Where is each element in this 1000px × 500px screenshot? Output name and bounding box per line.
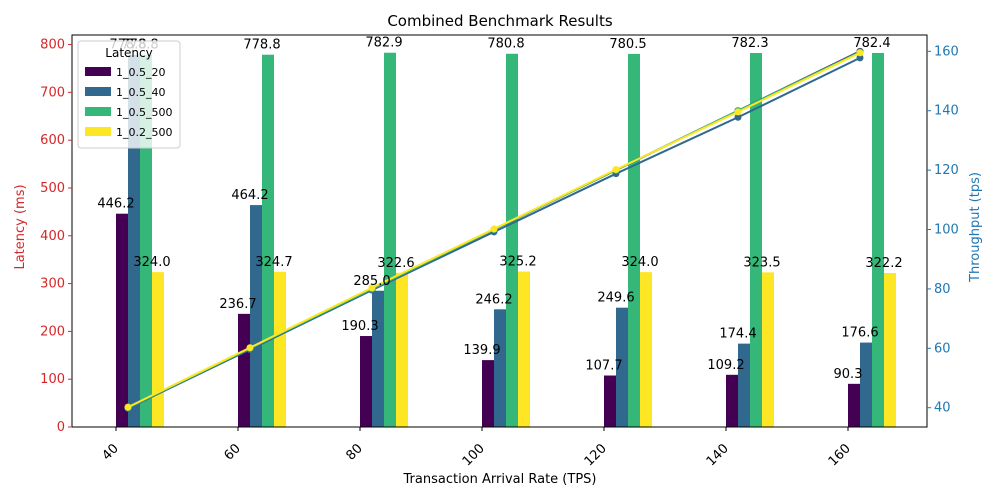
bar-value-label: 324.7 (255, 255, 292, 270)
bar-value-label: 782.3 (731, 36, 768, 51)
bar-value-label: 246.2 (475, 292, 512, 307)
bar-1_0.2_500-100 (518, 271, 530, 427)
chart-title: Combined Benchmark Results (387, 12, 613, 30)
bar-value-label: 236.7 (219, 297, 256, 312)
legend-label-1_0.5_40: 1_0.5_40 (116, 86, 166, 99)
y-tick-label: 300 (40, 277, 65, 292)
throughput-point (856, 49, 864, 57)
bar-value-label: 446.2 (97, 197, 134, 212)
bar-1_0.5_500-120 (628, 53, 640, 427)
bar-value-label: 285.0 (353, 274, 390, 289)
y2-tick-label: 100 (934, 223, 959, 238)
y-tick-label: 100 (40, 372, 65, 387)
legend-title: Latency (105, 46, 152, 60)
bar-1_0.5_40-140 (738, 343, 750, 427)
plot-frame (71, 34, 928, 428)
bar-1_0.5_40-100 (494, 309, 506, 427)
bar-value-label: 324.0 (133, 255, 170, 270)
y-tick-label: 400 (40, 229, 65, 244)
bar-1_0.5_20-120 (604, 375, 616, 427)
throughput-point (734, 113, 742, 121)
legend: Latency 1_0.5_20 1_0.5_40 1_0.5_500 1_0.2_50… (77, 40, 181, 149)
bar-1_0.2_500-60 (274, 271, 286, 427)
bar-1_0.5_500-160 (872, 52, 884, 427)
bar-value-label: 325.2 (499, 255, 536, 270)
bar-value-label: 176.6 (841, 326, 878, 341)
y2-tick-label: 80 (934, 282, 951, 297)
throughput-point (734, 108, 742, 116)
legend-label-1_0.2_500: 1_0.2_500 (116, 126, 173, 139)
bar-1_0.2_500-120 (640, 272, 652, 427)
bar-1_0.5_20-60 (238, 313, 250, 427)
bars-layer (116, 52, 896, 428)
bar-1_0.5_20-140 (726, 374, 738, 427)
bar-1_0.5_500-100 (506, 53, 518, 428)
bar-labels-layer: 446.2 236.7 190.3 139.9 107.7 109.2 90.3 778.8 4… (97, 36, 902, 382)
bar-value-label: 322.6 (377, 256, 414, 271)
bar-1_0.5_500-60 (262, 54, 274, 427)
throughput-point (124, 403, 132, 411)
bar-value-label: 780.5 (609, 37, 646, 52)
bar-value-label: 323.5 (743, 255, 780, 270)
throughput-point (612, 166, 620, 174)
x-axis-label: Transaction Arrival Rate (TPS) (403, 472, 597, 487)
y2-tick-label: 120 (934, 163, 959, 178)
bar-1_0.5_500-140 (750, 53, 762, 428)
throughput-point (490, 225, 498, 233)
y-tick-label: 0 (57, 420, 65, 435)
bar-1_0.2_500-140 (762, 272, 774, 427)
bar-value-label: 778.8 (243, 38, 280, 53)
bar-value-label: 139.9 (463, 343, 500, 358)
bar-1_0.5_20-80 (360, 336, 372, 427)
bar-value-label: 782.4 (853, 36, 890, 51)
legend-swatch-1_0.5_40 (85, 87, 111, 96)
bar-1_0.5_40-120 (616, 307, 628, 427)
bar-value-label: 322.2 (865, 256, 902, 271)
bar-value-label: 90.3 (834, 367, 863, 382)
bar-1_0.5_20-40 (116, 213, 128, 427)
legend-swatch-1_0.5_20 (85, 67, 111, 76)
bar-1_0.2_500-40 (152, 272, 164, 427)
y-tick-label: 600 (40, 133, 65, 148)
bar-value-label: 780.8 (487, 37, 524, 52)
y2-tick-label: 40 (934, 401, 951, 416)
bar-value-label: 107.7 (585, 359, 622, 374)
y2-tick-label: 140 (934, 104, 959, 119)
bar-1_0.5_20-160 (848, 383, 860, 427)
legend-swatch-1_0.5_500 (85, 107, 111, 116)
bar-1_0.5_40-160 (860, 342, 872, 427)
bar-1_0.5_20-100 (482, 360, 494, 427)
throughput-lines-layer (124, 47, 864, 412)
bar-1_0.5_40-80 (372, 290, 384, 427)
y-tick-label: 200 (40, 324, 65, 339)
legend-label-1_0.5_20: 1_0.5_20 (116, 66, 166, 79)
y-axis-label: Latency (ms) (13, 184, 28, 269)
bar-value-label: 190.3 (341, 319, 378, 334)
throughput-point (246, 344, 254, 352)
y2-axis-label: Throughput (tps) (968, 172, 983, 283)
y2-tick-label: 160 (934, 44, 959, 59)
bar-value-label: 324.0 (621, 255, 658, 270)
bar-1_0.2_500-160 (884, 272, 896, 427)
bar-1_0.5_40-60 (250, 205, 262, 427)
bar-value-label: 464.2 (231, 188, 268, 203)
y-tick-label: 800 (40, 38, 65, 53)
bar-value-label: 109.2 (707, 358, 744, 373)
y-tick-label: 700 (40, 85, 65, 100)
bar-1_0.2_500-80 (396, 272, 408, 427)
legend-label-1_0.5_500: 1_0.5_500 (116, 106, 173, 119)
bar-1_0.5_500-80 (384, 52, 396, 428)
throughput-point (368, 284, 376, 292)
y2-tick-label: 60 (934, 341, 951, 356)
throughput-point (856, 54, 864, 62)
legend-swatch-1_0.2_500 (85, 127, 111, 136)
bar-value-label: 782.9 (365, 36, 402, 51)
y-tick-label: 500 (40, 181, 65, 196)
bar-value-label: 174.4 (719, 327, 756, 342)
bar-value-label: 249.6 (597, 291, 634, 306)
